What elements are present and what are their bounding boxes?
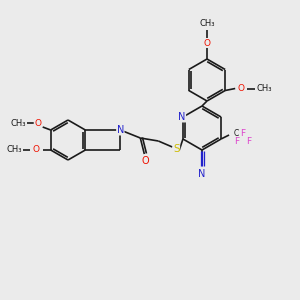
Text: CH₃: CH₃ (11, 118, 26, 127)
Text: O: O (32, 146, 39, 154)
Text: F: F (247, 137, 252, 146)
Text: CH₃: CH₃ (256, 84, 272, 93)
Text: O: O (34, 119, 41, 128)
Text: O: O (142, 156, 149, 166)
Text: F: F (241, 130, 246, 139)
Text: CH₃: CH₃ (199, 19, 215, 28)
Text: C: C (233, 129, 239, 138)
Text: O: O (238, 84, 245, 93)
Text: N: N (178, 112, 186, 122)
Text: N: N (117, 125, 124, 135)
Text: O: O (203, 38, 211, 47)
Text: S: S (173, 144, 180, 154)
Text: F: F (235, 137, 240, 146)
Text: N: N (198, 169, 206, 179)
Text: CH₃: CH₃ (7, 146, 22, 154)
